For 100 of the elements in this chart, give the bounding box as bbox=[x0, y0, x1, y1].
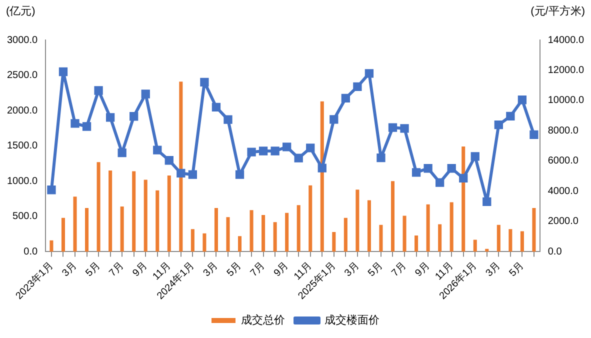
bar bbox=[462, 146, 466, 252]
bar bbox=[108, 170, 112, 252]
x-tick-label: 5月 bbox=[366, 260, 386, 280]
x-tick-label: 3月 bbox=[484, 260, 503, 280]
point bbox=[447, 164, 456, 173]
bar bbox=[120, 206, 124, 252]
point bbox=[482, 197, 492, 206]
bar bbox=[438, 224, 442, 252]
x-tick-label: 9月 bbox=[272, 260, 291, 280]
point bbox=[188, 170, 198, 179]
point bbox=[164, 156, 174, 165]
y2-tick-label: 14000.0 bbox=[548, 34, 584, 46]
point bbox=[412, 168, 421, 177]
point bbox=[506, 112, 515, 121]
bar bbox=[390, 181, 395, 252]
bar bbox=[73, 196, 77, 252]
y2-tick-label: 4000.0 bbox=[548, 186, 579, 197]
y2-tick-label: 6000.0 bbox=[548, 156, 579, 167]
bar bbox=[190, 229, 194, 252]
point bbox=[330, 115, 338, 124]
bar bbox=[473, 240, 477, 252]
point bbox=[235, 170, 244, 179]
point bbox=[258, 146, 268, 156]
y2-axis-title: (元/平方米) bbox=[530, 4, 585, 18]
point bbox=[306, 144, 315, 152]
bar bbox=[50, 240, 54, 252]
bar bbox=[532, 208, 536, 252]
bar bbox=[167, 175, 171, 252]
point bbox=[400, 124, 409, 133]
point bbox=[176, 168, 186, 178]
point bbox=[530, 130, 538, 139]
point bbox=[470, 152, 480, 161]
point bbox=[224, 115, 232, 124]
bar bbox=[426, 204, 430, 252]
y2-tick-label: 12000.0 bbox=[548, 64, 584, 76]
y2-tick-label: 8000.0 bbox=[548, 125, 579, 136]
x-tick-label: 5月 bbox=[84, 260, 103, 280]
bar bbox=[144, 180, 148, 252]
y-tick-label: 2500.0 bbox=[6, 70, 38, 82]
point bbox=[47, 186, 56, 194]
point bbox=[200, 78, 209, 87]
y-tick-label: 2000.0 bbox=[6, 105, 38, 116]
bar bbox=[226, 217, 230, 252]
bar bbox=[262, 215, 266, 252]
y2-tick-label: 10000.0 bbox=[548, 95, 584, 106]
bar bbox=[202, 233, 206, 252]
point bbox=[353, 82, 362, 92]
bar bbox=[85, 208, 89, 252]
bar bbox=[96, 162, 100, 252]
bar bbox=[296, 205, 300, 252]
bar bbox=[508, 229, 512, 252]
point bbox=[341, 94, 350, 103]
point bbox=[130, 112, 138, 121]
bar bbox=[414, 235, 418, 252]
point bbox=[424, 164, 432, 173]
bar bbox=[332, 232, 336, 252]
y-tick-label: 1500.0 bbox=[6, 140, 38, 152]
point bbox=[435, 178, 444, 187]
point bbox=[70, 119, 80, 128]
point bbox=[282, 142, 292, 152]
bar bbox=[367, 200, 371, 252]
bar bbox=[250, 210, 254, 252]
x-tick-label: 7月 bbox=[107, 260, 126, 280]
y2-tick-label: 2000.0 bbox=[548, 216, 579, 228]
bar bbox=[61, 218, 66, 252]
point bbox=[318, 164, 326, 172]
point bbox=[388, 123, 398, 132]
bar bbox=[496, 224, 500, 252]
x-tick-label: 7月 bbox=[248, 260, 268, 280]
point bbox=[364, 69, 374, 78]
bar bbox=[520, 231, 524, 252]
bar bbox=[320, 101, 324, 252]
point bbox=[247, 148, 256, 156]
x-tick-label: 3月 bbox=[202, 260, 220, 280]
bar bbox=[285, 212, 289, 252]
y2-tick-label: 0.0 bbox=[548, 246, 562, 258]
bar bbox=[308, 185, 312, 252]
point bbox=[106, 113, 115, 122]
bar bbox=[273, 222, 277, 252]
y-tick-label: 0.0 bbox=[24, 246, 38, 258]
bar bbox=[344, 218, 348, 252]
point bbox=[82, 122, 92, 131]
bar bbox=[132, 171, 136, 252]
bar bbox=[402, 216, 406, 252]
point bbox=[141, 90, 150, 98]
bar bbox=[156, 190, 160, 252]
bar bbox=[238, 236, 242, 252]
point bbox=[270, 146, 280, 156]
x-tick-label: 3月 bbox=[60, 260, 80, 280]
bar bbox=[379, 224, 383, 252]
point bbox=[459, 174, 468, 183]
point bbox=[118, 148, 126, 158]
x-tick-label: 9月 bbox=[130, 260, 150, 280]
bar bbox=[214, 208, 218, 252]
legend-label: 成交楼面价 bbox=[324, 314, 380, 327]
point bbox=[494, 120, 503, 130]
x-tick-label: 7月 bbox=[390, 260, 409, 280]
legend-label: 成交总价 bbox=[241, 314, 285, 327]
y-axis-title: (亿元) bbox=[6, 6, 36, 18]
x-tick-label: 5月 bbox=[507, 260, 526, 280]
